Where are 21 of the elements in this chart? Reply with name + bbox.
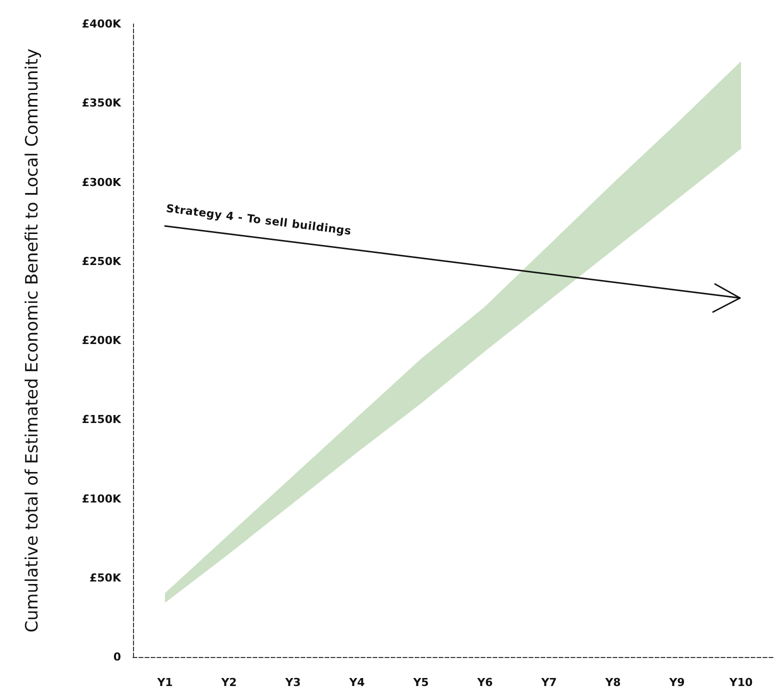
x-tick-label: Y3 (284, 676, 301, 689)
y-tick-label: £250K (82, 254, 122, 268)
x-tick-label: Y6 (476, 676, 494, 689)
y-tick-label: £400K (82, 18, 122, 30)
y-tick-label: £350K (82, 96, 122, 110)
y-tick-label: £150K (82, 413, 122, 426)
y-tick-label: 0 (113, 650, 122, 664)
x-tick-label: Y1 (156, 676, 173, 689)
y-tick-label: £300K (82, 176, 122, 189)
y-axis-title: Cumulative total of Estimated Economic Benefit to Local Community (22, 48, 42, 632)
x-tick-label: Y8 (604, 676, 621, 689)
x-tick-label: Y4 (348, 676, 366, 689)
annotation: Strategy 4 - To sell buildings (165, 202, 352, 238)
x-tick-label: Y7 (540, 676, 557, 689)
x-tick-label: Y5 (412, 676, 429, 689)
y-tick-label: £100K (82, 492, 122, 506)
y-tick-label: £200K (82, 334, 122, 347)
y-tick-label: £50K (90, 571, 122, 584)
x-tick-label: Y2 (220, 676, 237, 689)
x-tick-label: Y9 (668, 676, 685, 689)
x-tick-label: Y10 (728, 676, 753, 689)
